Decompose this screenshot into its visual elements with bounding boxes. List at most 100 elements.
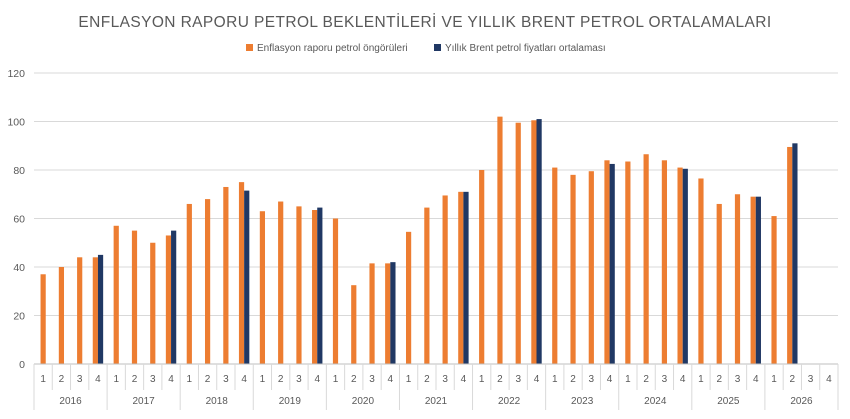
x-tick-label-quarter: 3 — [589, 374, 595, 385]
x-tick-label-year: 2018 — [206, 396, 229, 407]
x-tick-label-quarter: 1 — [625, 374, 631, 385]
x-tick-label-quarter: 4 — [314, 374, 320, 385]
y-tick-label: 20 — [13, 311, 25, 323]
x-tick-label-quarter: 3 — [662, 374, 668, 385]
bar-forecast — [458, 191, 464, 364]
x-tick-label-quarter: 3 — [150, 374, 156, 385]
legend: Enflasyon raporu petrol öngörüleri Yıllı… — [246, 43, 606, 54]
bar-brent — [755, 196, 761, 364]
x-tick-label-quarter: 3 — [296, 374, 302, 385]
x-tick-label-quarter: 1 — [771, 374, 777, 385]
bar-forecast — [625, 161, 631, 364]
x-tick-label-quarter: 2 — [59, 374, 65, 385]
x-tick-label-year: 2026 — [790, 396, 813, 407]
x-tick-label-quarter: 3 — [442, 374, 448, 385]
bar-forecast — [369, 263, 375, 364]
x-tick-label-quarter: 3 — [77, 374, 83, 385]
bar-forecast — [332, 218, 339, 364]
x-tick-label-quarter: 2 — [351, 374, 357, 385]
bar-forecast — [716, 203, 722, 364]
bar-forecast — [442, 195, 448, 364]
x-tick-label-quarter: 2 — [570, 374, 576, 385]
bar-brent — [609, 163, 615, 364]
x-tick-label-year: 2016 — [59, 396, 82, 407]
bar-forecast — [588, 171, 594, 364]
bar-forecast — [312, 210, 318, 364]
y-tick-label: 0 — [19, 359, 25, 371]
x-tick-label-quarter: 4 — [753, 374, 759, 385]
x-tick-label-quarter: 1 — [406, 374, 412, 385]
bar-forecast — [40, 274, 46, 364]
bar-forecast — [278, 201, 284, 364]
bar-brent — [682, 168, 688, 364]
bar-forecast — [479, 170, 485, 364]
x-tick-label-quarter: 1 — [479, 374, 485, 385]
bar-forecast — [131, 230, 138, 364]
x-tick-label-quarter: 1 — [40, 374, 46, 385]
x-axis: 1 2 3 4 1 2 3 4 1 2 3 4 1 2 3 4 1 2 3 4 1 2 3 4 1 2 3 4 1 2 3 4 1 2 3 4 1 2 3 4… — [33, 363, 839, 410]
bar-forecast — [150, 242, 156, 364]
x-tick-label-quarter: 2 — [278, 374, 284, 385]
bar-forecast — [677, 167, 683, 364]
y-tick-label: 60 — [13, 214, 25, 226]
y-tick-label: 120 — [7, 68, 25, 80]
bar-forecast — [296, 206, 302, 364]
bar-forecast — [223, 186, 229, 364]
bar-forecast — [787, 146, 793, 364]
x-tick-label-year: 2021 — [425, 396, 448, 407]
x-tick-label-quarter: 4 — [95, 374, 101, 385]
x-tick-label-quarter: 3 — [735, 374, 741, 385]
bar-forecast — [661, 160, 668, 364]
bar-forecast — [259, 211, 266, 364]
bar-forecast — [165, 235, 172, 364]
bar-brent — [792, 143, 798, 364]
x-tick-label-quarter: 1 — [187, 374, 193, 385]
x-tick-label-quarter: 3 — [369, 374, 375, 385]
chart-title: ENFLASYON RAPORU PETROL BEKLENTİLERİ VE … — [78, 13, 771, 31]
x-tick-label-quarter: 4 — [241, 374, 247, 385]
x-tick-label-quarter: 2 — [643, 374, 649, 385]
x-tick-label-quarter: 2 — [205, 374, 211, 385]
bar-brent — [171, 230, 177, 364]
x-tick-label-quarter: 4 — [461, 374, 467, 385]
x-tick-label-quarter: 1 — [698, 374, 704, 385]
bar-forecast — [92, 257, 98, 364]
x-tick-label-quarter: 4 — [168, 374, 174, 385]
bar-forecast — [351, 285, 357, 364]
bar-forecast — [385, 263, 391, 364]
y-tick-label: 80 — [13, 165, 25, 177]
x-tick-label-quarter: 1 — [552, 374, 558, 385]
legend-label-forecast: Enflasyon raporu petrol öngörüleri — [257, 43, 408, 54]
bar-forecast — [238, 182, 245, 364]
bar-forecast — [515, 122, 521, 365]
bar-forecast — [77, 257, 83, 364]
x-tick-label-quarter: 4 — [388, 374, 394, 385]
x-tick-label-year: 2017 — [133, 396, 156, 407]
bar-brent — [244, 190, 250, 364]
bar-forecast — [771, 216, 777, 364]
x-tick-label-quarter: 3 — [515, 374, 521, 385]
legend-swatch-brent — [434, 44, 441, 51]
bar-forecast — [424, 207, 430, 364]
x-tick-label-quarter: 2 — [716, 374, 722, 385]
x-tick-label-quarter: 1 — [113, 374, 119, 385]
bar-forecast — [643, 154, 649, 364]
bar-forecast — [604, 160, 610, 364]
bar-forecast — [552, 167, 558, 364]
x-tick-label-quarter: 4 — [680, 374, 686, 385]
y-tick-label: 40 — [13, 262, 25, 274]
bar-brent — [97, 254, 104, 364]
bar-forecast — [750, 196, 756, 364]
bar-brent — [390, 262, 396, 364]
x-tick-label-quarter: 2 — [132, 374, 138, 385]
bars — [40, 116, 798, 365]
bar-brent — [463, 191, 469, 364]
legend-swatch-forecast — [246, 44, 253, 51]
bar-forecast — [405, 231, 412, 364]
x-tick-label-quarter: 3 — [223, 374, 229, 385]
y-axis: 0 20 40 60 80 100 120 — [7, 68, 25, 371]
bar-forecast — [204, 199, 211, 364]
x-tick-label-quarter: 4 — [607, 374, 613, 385]
bar-brent — [536, 119, 542, 364]
